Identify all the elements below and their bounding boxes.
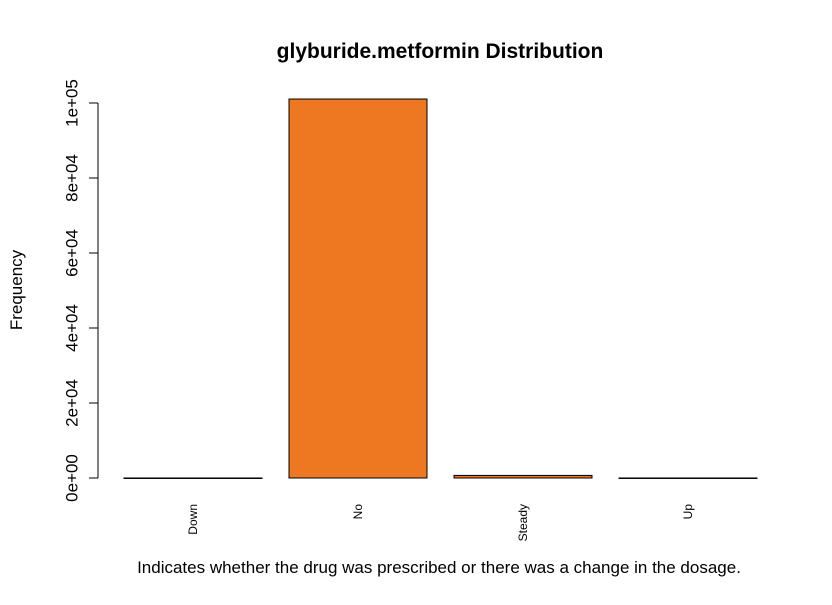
bars-group [123,98,758,479]
y-tick-label: 8e+04 [63,154,82,202]
bar-up [618,477,758,479]
x-axis-label: Indicates whether the drug was prescribe… [137,558,741,577]
x-category-label: Down [186,504,200,535]
y-tick-label: 6e+04 [63,229,82,277]
x-category-labels: Down No Steady Up [186,504,695,542]
y-tick-label: 2e+04 [63,379,82,427]
y-axis: 0e+00 2e+04 4e+04 6e+04 8e+04 1e+05 [63,79,99,502]
y-tick-label: 1e+05 [63,79,82,127]
chart-title: glyburide.metformin Distribution [277,40,604,63]
bar-steady [453,474,593,479]
x-category-label: No [351,504,365,520]
y-tick-label: 0e+00 [63,454,82,502]
y-tick-label: 4e+04 [63,304,82,352]
y-axis-label: Frequency [7,249,26,330]
x-category-label: Up [681,504,695,520]
bar-down [123,477,263,479]
bar-no [288,98,428,479]
x-category-label: Steady [516,504,530,541]
